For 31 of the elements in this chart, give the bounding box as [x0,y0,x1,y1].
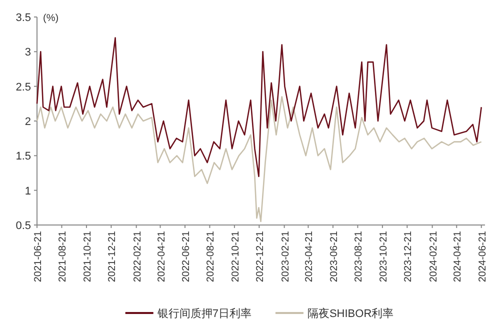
x-tick-label: 2022-04-21 [156,230,168,282]
y-tick-label: 1.5 [16,150,31,163]
y-tick-label: 0.5 [16,220,31,232]
y-tick-label: 1 [24,185,31,198]
y-tick-label: 3.5 [16,12,31,24]
line-series [36,96,482,222]
x-tick-label: 2022-12-21 [255,230,266,282]
x-tick-label: 2021-08-21 [58,230,69,282]
x-tick-label: 2023-12-21 [403,230,414,282]
legend-label: 隔夜SHIBOR利率 [307,307,394,320]
x-tick-label: 2022-02-21 [132,230,144,282]
x-tick-label: 2023-08-21 [354,230,365,282]
x-tick-label: 2023-04-21 [304,230,316,282]
y-tick-label: 2.5 [16,81,31,94]
y-tick-label: 3 [24,46,31,59]
x-tick-label: 2024-06-21 [477,230,488,282]
x-tick-label: 2023-06-21 [328,230,340,282]
x-tick-label: 2021-10-21 [82,230,94,282]
x-tick-label: 2022-06-21 [180,230,192,282]
x-tick-label: 2023-10-21 [378,230,390,282]
x-tick-label: 2024-02-21 [428,230,440,282]
y-axis-title: (%) [43,13,59,24]
x-tick-label: 2023-02-21 [280,230,292,282]
line-series [36,37,482,178]
x-tick-label: 2021-06-21 [33,230,44,282]
x-tick-label: 2022-08-21 [206,230,217,282]
y-tick-label: 2 [24,116,31,128]
x-tick-label: 2024-04-21 [452,230,464,282]
x-tick-label: 2021-12-21 [107,230,118,282]
x-tick-label: 2022-10-21 [230,230,242,282]
legend-label: 银行间质押7日利率 [156,307,252,320]
